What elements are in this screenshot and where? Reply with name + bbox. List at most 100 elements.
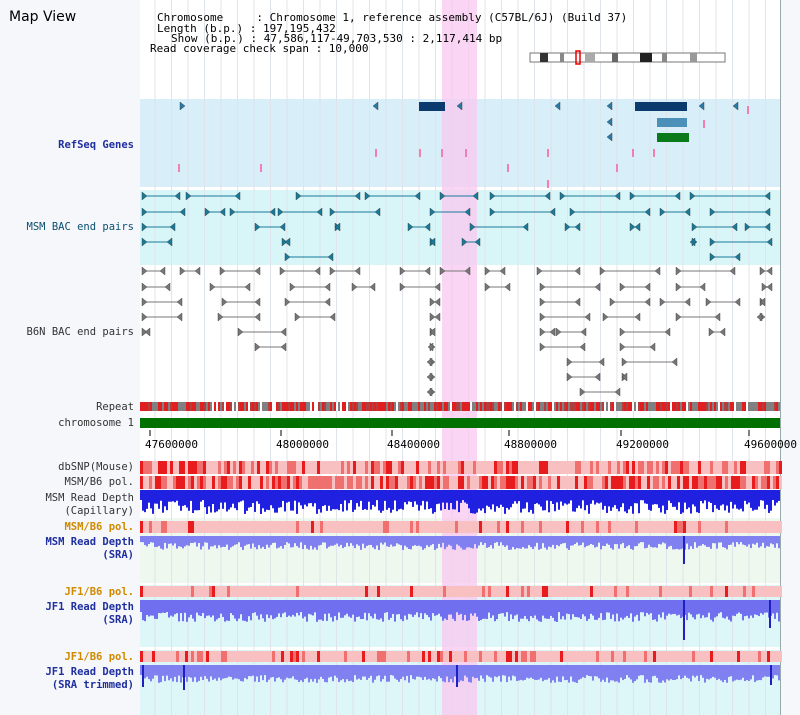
track-label-repeat[interactable]: Repeat xyxy=(96,401,134,413)
bac-end-arrow xyxy=(229,207,236,217)
bac-end-arrow xyxy=(279,266,286,276)
bac-end-arrow xyxy=(221,297,228,307)
heat-cell xyxy=(548,461,551,474)
repeat-segment xyxy=(746,402,748,411)
track-label-msm-bac[interactable]: MSM BAC end pairs xyxy=(26,221,134,233)
depth-bar xyxy=(318,665,320,680)
depth-bar xyxy=(312,490,314,507)
heat-cell xyxy=(605,521,608,533)
depth-bar xyxy=(664,665,666,683)
depth-bar xyxy=(686,665,688,678)
heat-cell xyxy=(497,521,500,533)
heat-cell xyxy=(233,461,236,474)
heat-cell xyxy=(437,651,440,662)
depth-bar xyxy=(340,490,342,504)
depth-bar xyxy=(236,600,238,622)
repeat-segment xyxy=(156,402,158,411)
track-label-dbsnp[interactable]: dbSNP(Mouse) xyxy=(58,461,134,473)
track-label-msm-b6-pol[interactable]: MSM/B6 pol. xyxy=(64,476,134,488)
depth-bar xyxy=(594,665,596,677)
track-label-b6n-bac[interactable]: B6N BAC end pairs xyxy=(26,326,134,338)
depth-bar xyxy=(148,665,150,680)
heat-cell xyxy=(410,651,413,662)
heat-cell xyxy=(377,651,380,662)
heat-cell xyxy=(614,521,617,533)
track-label-refseq[interactable]: RefSeq Genes xyxy=(58,139,134,151)
track-label-jf1-read-sra[interactable]: JF1 Read Depth xyxy=(45,601,134,613)
repeat-segment xyxy=(516,402,518,411)
heat-cell xyxy=(653,521,656,533)
depth-bar xyxy=(408,665,410,683)
repeat-segment xyxy=(492,402,494,411)
heat-cell xyxy=(689,521,692,533)
depth-bar xyxy=(778,665,780,681)
heat-cell xyxy=(698,521,701,533)
depth-bar xyxy=(348,536,350,547)
depth-bar xyxy=(710,600,712,620)
track-label-jf1-read-trimmed[interactable]: JF1 Read Depth xyxy=(45,666,134,678)
heat-cell xyxy=(434,651,437,662)
heat-cell xyxy=(290,476,293,489)
ideogram-band xyxy=(612,53,618,62)
depth-bar xyxy=(256,665,258,677)
depth-bar xyxy=(156,536,158,547)
repeat-segment xyxy=(740,402,742,411)
bac-end-arrow xyxy=(426,387,433,397)
heat-cell xyxy=(215,586,218,597)
depth-bar xyxy=(206,490,208,514)
track-label-msm-read-capillary[interactable]: MSM Read Depth xyxy=(45,492,134,504)
depth-bar xyxy=(192,600,194,619)
heat-cell xyxy=(440,521,443,533)
depth-bar xyxy=(628,600,630,618)
heat-cell xyxy=(500,476,503,489)
heat-cell xyxy=(752,651,755,662)
depth-bar xyxy=(670,665,672,680)
depth-bar xyxy=(244,665,246,678)
bac-end-arrow xyxy=(744,222,751,232)
depth-bar xyxy=(456,536,458,545)
bac-end-arrow xyxy=(141,327,148,337)
repeat-segment xyxy=(380,402,382,411)
heat-cell xyxy=(269,461,272,474)
repeat-segment xyxy=(656,402,658,411)
depth-bar xyxy=(402,600,404,622)
track-label-msm-b6-pol-2[interactable]: MSM/B6 pol. xyxy=(64,521,134,533)
depth-bar xyxy=(640,600,642,613)
heat-cell xyxy=(383,476,386,489)
depth-bar xyxy=(466,490,468,504)
repeat-segment xyxy=(720,402,722,411)
depth-bar xyxy=(150,536,152,543)
gene-arrow xyxy=(606,101,613,111)
heat-cell xyxy=(377,586,380,597)
heat-cell xyxy=(167,521,170,533)
depth-bar xyxy=(392,536,394,547)
heat-cell xyxy=(764,461,767,474)
depth-bar xyxy=(376,600,378,620)
depth-bar xyxy=(738,665,740,681)
heat-cell xyxy=(629,521,632,533)
track-label-jf1-b6-pol-2[interactable]: JF1/B6 pol. xyxy=(64,651,134,663)
depth-bar xyxy=(542,665,544,682)
heat-cell xyxy=(734,476,737,489)
heat-cell xyxy=(707,651,710,662)
repeat-segment xyxy=(564,402,566,411)
depth-bar xyxy=(490,600,492,618)
heat-cell xyxy=(440,461,443,474)
track-label-msm-read-sra[interactable]: MSM Read Depth xyxy=(45,536,134,548)
heat-cell xyxy=(548,586,551,597)
depth-bar xyxy=(466,600,468,621)
depth-bar xyxy=(716,665,718,681)
repeat-segment xyxy=(208,402,210,411)
depth-bar xyxy=(726,600,728,617)
depth-bar xyxy=(364,600,366,613)
heat-cell xyxy=(683,651,686,662)
heat-cell xyxy=(722,651,725,662)
ideogram-band xyxy=(690,53,697,62)
bac-end-arrow xyxy=(464,207,471,217)
depth-bar xyxy=(458,490,460,513)
bac-end-arrow xyxy=(144,327,151,337)
track-label-jf1-b6-pol[interactable]: JF1/B6 pol. xyxy=(64,586,134,598)
heat-cell xyxy=(539,461,542,474)
heat-cell xyxy=(251,476,254,489)
